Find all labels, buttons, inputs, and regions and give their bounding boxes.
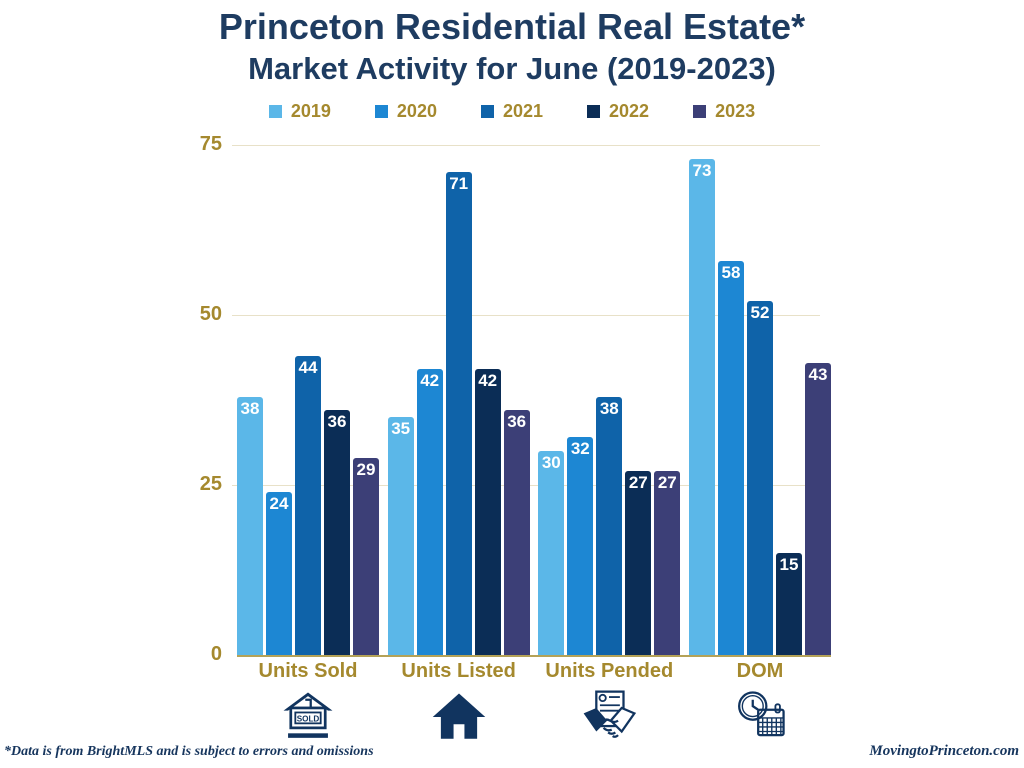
- bar-value-label: 30: [541, 453, 561, 472]
- clock-calendar-icon: [689, 688, 831, 746]
- bar-2020-units-pended: 32: [567, 437, 594, 655]
- data-source-note: *Data is from BrightMLS and is subject t…: [4, 744, 374, 759]
- legend-item-2020: 2020: [374, 101, 437, 122]
- plot-area: 38 24 44 36 29 35 42 71 42 36 30 32 38 27 27 73 58 52 15 43: [232, 145, 831, 657]
- bar-value-label: 44: [298, 357, 318, 377]
- bar-2023-units-pended: 27: [654, 471, 681, 655]
- category-axis: Units Sold Units Listed Units Pended DOM: [237, 660, 831, 683]
- legend-item-2019: 2019: [268, 101, 331, 122]
- bar-value-label: 52: [750, 303, 770, 323]
- legend-item-2023: 2023: [693, 101, 755, 122]
- legend: 2019 2020 2021 2022 2023: [0, 101, 1024, 122]
- legend-label: 2019: [290, 101, 331, 121]
- legend-label: 2020: [396, 101, 437, 121]
- bar-value-label: 35: [391, 419, 411, 438]
- category-label-units-listed: Units Listed: [401, 660, 516, 682]
- y-axis-tick-50: 50: [199, 303, 222, 325]
- bar-value-label: 73: [692, 160, 712, 180]
- bar-2021-units-sold: 44: [295, 355, 321, 655]
- sold-sign-house-icon: SOLD: [237, 688, 379, 746]
- category-label-dom: DOM: [736, 660, 784, 682]
- bar-2021-dom: 52: [746, 301, 773, 655]
- legend-swatch-2021: [480, 105, 494, 118]
- bar-value-label: 27: [657, 473, 677, 493]
- y-axis-tick-75: 75: [199, 133, 222, 155]
- bar-value-label: 71: [449, 174, 469, 194]
- chart-subtitle: Market Activity for June (2019-2023): [248, 51, 776, 86]
- bar-group-units-sold: 38 24 44 36 29: [237, 145, 379, 655]
- legend-item-2022: 2022: [587, 101, 649, 122]
- bar-value-label: 42: [478, 371, 498, 391]
- legend-swatch-2020: [374, 105, 388, 118]
- bar-value-label: 38: [240, 398, 260, 418]
- y-axis-tick-0: 0: [210, 643, 222, 665]
- bar-2020-units-listed: 42: [416, 369, 443, 655]
- bar-2022-units-sold: 36: [324, 410, 350, 655]
- bar-2023-dom: 43: [804, 362, 831, 655]
- bar-2023-units-listed: 36: [503, 410, 530, 655]
- legend-swatch-2022: [587, 105, 601, 118]
- handshake-contract-icon: [538, 688, 680, 746]
- bar-value-label: 42: [420, 371, 440, 391]
- svg-text:SOLD: SOLD: [297, 715, 320, 724]
- bar-2019-dom: 73: [688, 158, 715, 655]
- bar-value-label: 32: [570, 439, 590, 459]
- house-icon: [388, 688, 530, 746]
- legend-swatch-2019: [268, 105, 282, 118]
- legend-label: 2022: [609, 101, 650, 121]
- bar-2022-dom: 15: [775, 553, 802, 655]
- bar-value-label: 58: [721, 262, 741, 282]
- bar-2021-units-listed: 71: [445, 172, 472, 655]
- bar-group-dom: 73 58 52 15 43: [688, 145, 831, 655]
- bar-2022-units-listed: 42: [474, 369, 501, 655]
- bar-group-units-listed: 35 42 71 42 36: [387, 145, 530, 655]
- bar-group-units-pended: 30 32 38 27 27: [538, 145, 681, 655]
- bar-value-label: 43: [808, 364, 828, 384]
- category-label-units-pended: Units Pended: [545, 660, 674, 682]
- category-label-units-sold: Units Sold: [258, 660, 358, 682]
- bar-2020-units-sold: 24: [266, 491, 292, 655]
- bar-groups: 38 24 44 36 29 35 42 71 42 36 30 32 38 27 27 73 58 52 15 43: [237, 145, 831, 655]
- bar-value-label: 36: [327, 412, 347, 432]
- legend-swatch-2023: [693, 105, 707, 118]
- bar-value-label: 27: [628, 473, 648, 493]
- legend-label: 2023: [715, 101, 756, 121]
- bar-2023-units-sold: 29: [353, 457, 379, 655]
- bar-2019-units-sold: 38: [237, 396, 263, 655]
- legend-item-2021: 2021: [480, 101, 544, 122]
- bar-value-label: 15: [779, 555, 799, 574]
- bar-value-label: 36: [507, 412, 527, 432]
- gridline-50: [232, 315, 820, 316]
- bar-2019-units-listed: 35: [387, 417, 414, 655]
- gridline-75: [232, 145, 820, 146]
- bar-2019-units-pended: 30: [538, 451, 565, 655]
- bar-value-label: 38: [599, 398, 619, 418]
- website-credit: MovingtoPrinceton.com: [869, 743, 1019, 759]
- chart-title: Princeton Residential Real Estate*: [218, 6, 806, 47]
- category-icons: SOLD: [237, 688, 831, 746]
- bar-value-label: 29: [356, 459, 376, 479]
- bar-2020-dom: 58: [717, 260, 744, 655]
- legend-label: 2021: [502, 101, 544, 121]
- bar-value-label: 24: [269, 493, 289, 513]
- bar-2021-units-pended: 38: [596, 396, 623, 655]
- y-axis-tick-25: 25: [199, 473, 222, 495]
- bar-2022-units-pended: 27: [625, 471, 652, 655]
